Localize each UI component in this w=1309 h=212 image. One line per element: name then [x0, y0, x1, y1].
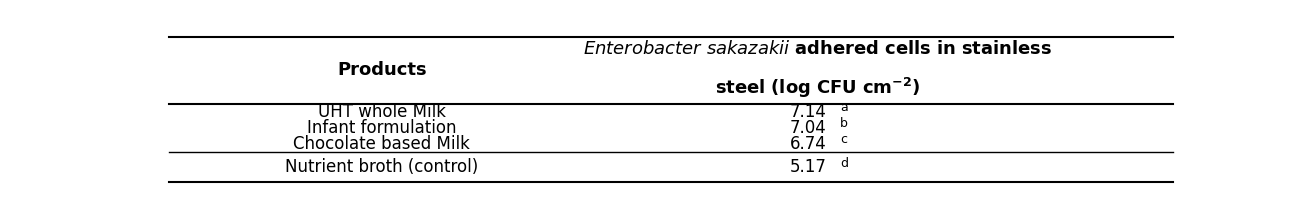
Text: Infant formulation: Infant formulation [308, 119, 457, 137]
Text: a: a [840, 101, 848, 114]
Text: 6.74: 6.74 [789, 135, 826, 153]
Text: UHT whole Milk: UHT whole Milk [318, 103, 446, 121]
Text: $\mathbf{\it{Enterobacter\ sakazakii}}$$\bf{\ adhered\ cells\ in\ stainless}$: $\mathbf{\it{Enterobacter\ sakazakii}}$$… [584, 40, 1052, 58]
Text: Chocolate based Milk: Chocolate based Milk [293, 135, 470, 153]
Text: 7.04: 7.04 [789, 119, 826, 137]
Text: Products: Products [336, 61, 427, 79]
Text: Nutrient broth (control): Nutrient broth (control) [285, 158, 478, 176]
Text: 7.14: 7.14 [789, 103, 826, 121]
Text: d: d [840, 156, 848, 170]
Text: b: b [840, 117, 848, 130]
Text: c: c [840, 133, 847, 146]
Text: $\bf{steel\ (log\ CFU\ cm^{-2})}$: $\bf{steel\ (log\ CFU\ cm^{-2})}$ [715, 76, 920, 100]
Text: 5.17: 5.17 [789, 158, 826, 176]
